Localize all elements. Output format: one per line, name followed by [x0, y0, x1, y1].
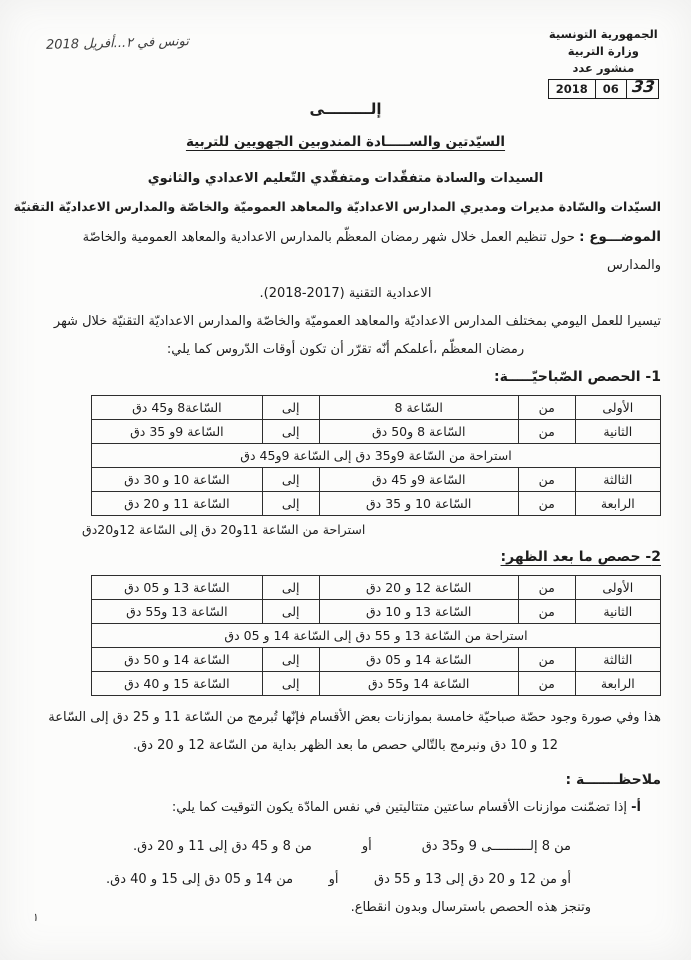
table-row: الأولى من السّاعة 8 إلى السّاعة8 و45 دق — [91, 395, 662, 420]
afternoon-section-heading: 2- حصص ما بعد الظهر: — [30, 549, 661, 571]
from-label: من — [517, 419, 576, 444]
session-name: الأولى — [574, 575, 662, 600]
from-label: من — [517, 671, 576, 696]
morning-section-heading: 1- الحصص الصّباحيّـــــة: — [494, 369, 661, 385]
start-time: السّاعة 8 و50 دق — [318, 419, 519, 444]
note-heading: ملاحظـــــــة : — [565, 772, 661, 788]
note-item-a-text: إذا تضمّنت موازنات الأقسام ساعتين متتالي… — [171, 800, 627, 815]
addressee-school-directors: السيّدات والسّادة مديرات ومديري المدارس … — [13, 199, 661, 214]
session-name: الرابعة — [574, 491, 662, 516]
afternoon-break-note: استراحة من السّاعة 13 و 55 دق إلى السّاع… — [91, 623, 661, 648]
from-label: من — [517, 395, 576, 420]
end-time: السّاعة 13 و 05 دق — [91, 575, 263, 600]
start-time: السّاعة 12 و 20 دق — [318, 575, 519, 600]
to-label: إلى — [261, 467, 320, 492]
session-name: الثانية — [574, 419, 662, 444]
from-label: من — [517, 491, 576, 516]
session-name: الأولى — [574, 395, 662, 420]
addressee-inspectors: السيدات والسادة متفقّدات ومتفقّدي التّعل… — [147, 171, 544, 186]
session-name: الرابعة — [574, 671, 662, 696]
break-row: استراحة من السّاعة 9و35 دق إلى السّاعة 9… — [91, 443, 661, 468]
end-time: السّاعة 9و 35 دق — [91, 419, 263, 444]
circular-number-stamp: 2018 06 33 — [547, 77, 659, 99]
from-label: من — [517, 647, 576, 672]
end-time: السّاعة 14 و 50 دق — [91, 647, 263, 672]
subject-text-line1: حول تنظيم العمل خلال شهر رمضان المعظّم ب… — [82, 230, 661, 273]
stamp-number-handwritten: 33 — [630, 77, 656, 96]
subject-text-line2: الاعدادية التقنية (2017-2018). — [259, 286, 432, 301]
closing-sentence: وتنجز هذه الحصص باسترسال وبدون انقطاع. — [350, 900, 591, 915]
end-time: السّاعة8 و45 دق — [91, 395, 263, 420]
table-row: الثانية من السّاعة 13 و 10 دق إلى السّاع… — [91, 599, 662, 624]
subject-label: الموضـــوع : — [579, 229, 661, 245]
or-separator: أو — [361, 838, 372, 854]
end-time: السّاعة 10 و 30 دق — [91, 467, 263, 492]
republic-name: الجمهورية التونسية — [548, 27, 658, 41]
start-time: السّاعة 9و 45 دق — [318, 467, 519, 492]
end-time: السّاعة 15 و 40 دق — [91, 671, 263, 696]
addressee-regional-delegates: السيّدتين والســـــادة المندوبين الجهويي… — [185, 134, 506, 150]
circular-number-label: منشور عدد — [572, 61, 635, 75]
end-time: السّاعة 11 و 20 دق — [91, 491, 263, 516]
table-row: الأولى من السّاعة 12 و 20 دق إلى السّاعة… — [91, 575, 662, 600]
note-times-row-1: من 8 إلــــــــــى 9 و35 دق أو من 8 و 45… — [133, 833, 571, 859]
session-name: الثالثة — [574, 467, 662, 492]
start-time: السّاعة 13 و 10 دق — [318, 599, 519, 624]
ministry-name: وزارة التربية — [567, 44, 639, 58]
table-row: الثالثة من السّاعة 9و 45 دق إلى السّاعة … — [91, 467, 662, 492]
to-label: إلى — [261, 671, 320, 696]
to-label: إلى — [261, 395, 320, 420]
midday-break-note: استراحة من السّاعة 11و20 دق إلى السّاعة … — [82, 522, 366, 537]
start-time: السّاعة 14 و 05 دق — [318, 647, 519, 672]
handwritten-date: تونس في ٢...أفريل 2018 — [45, 34, 190, 53]
stamp-month: 06 — [596, 80, 627, 98]
to-label: إلى — [261, 647, 320, 672]
afternoon-schedule-table: الأولى من السّاعة 12 و 20 دق إلى السّاعة… — [91, 575, 662, 696]
session-name: الثالثة — [574, 647, 662, 672]
note-item-a-label: أ- — [631, 800, 641, 815]
note-times-row-2: أو من 12 و 20 دق إلى 13 و 55 دق أو من 14… — [106, 866, 571, 892]
table-row: الرابعة من السّاعة 14 و55 دق إلى السّاعة… — [91, 671, 662, 696]
time-option: من 8 و 45 دق إلى 11 و 20 دق. — [133, 838, 312, 854]
start-time: السّاعة 10 و 35 دق — [318, 491, 519, 516]
table-row: الثالثة من السّاعة 14 و 05 دق إلى السّاع… — [91, 647, 662, 672]
start-time: السّاعة 14 و55 دق — [318, 671, 519, 696]
fifth-session-line2: 12 و 10 دق ونبرمج بالتّالي حصص ما بعد ال… — [133, 738, 558, 753]
time-option: من 14 و 05 دق إلى 15 و 40 دق. — [106, 871, 294, 887]
intro-line1: تيسيرا للعمل اليومي بمختلف المدارس الاعد… — [53, 314, 661, 329]
table-row: الرابعة من السّاعة 10 و 35 دق إلى السّاع… — [91, 491, 662, 516]
to-label: إلى — [261, 575, 320, 600]
afternoon-section-heading-text: 2- حصص ما بعد الظهر: — [500, 549, 661, 565]
start-time: السّاعة 8 — [318, 395, 519, 420]
fifth-session-line1: هذا وفي صورة وجود حصّة صباحيّة خامسة بمو… — [48, 710, 661, 725]
from-label: من — [517, 599, 576, 624]
intro-line2: رمضان المعظّم ،أعلمكم أنّه تقرّر أن تكون… — [166, 342, 525, 357]
break-row: استراحة من السّاعة 13 و 55 دق إلى السّاع… — [91, 623, 661, 648]
morning-schedule-table: الأولى من السّاعة 8 إلى السّاعة8 و45 دق … — [91, 395, 662, 516]
from-label: من — [517, 575, 576, 600]
time-option: أو من 12 و 20 دق إلى 13 و 55 دق — [374, 871, 571, 887]
to-label: إلى — [261, 419, 320, 444]
from-label: من — [517, 467, 576, 492]
letterhead-block: الجمهورية التونسية وزارة التربية منشور ع… — [547, 26, 659, 99]
session-name: الثانية — [574, 599, 662, 624]
to-label: إلى — [261, 599, 320, 624]
note-item-a: أ- إذا تضمّنت موازنات الأقسام ساعتين متت… — [30, 800, 641, 826]
subject-paragraph: الموضـــوع : حول تنظيم العمل خلال شهر رم… — [30, 223, 661, 280]
to-heading: إلـــــــــى — [309, 100, 382, 118]
stamp-year: 2018 — [549, 80, 596, 98]
end-time: السّاعة 13 و55 دق — [91, 599, 263, 624]
morning-break-note: استراحة من السّاعة 9و35 دق إلى السّاعة 9… — [91, 443, 661, 468]
table-row: الثانية من السّاعة 8 و50 دق إلى السّاعة … — [91, 419, 662, 444]
or-separator: أو — [328, 871, 339, 887]
document-header: تونس في ٢...أفريل 2018 الجمهورية التونسي… — [30, 0, 661, 100]
to-label: إلى — [261, 491, 320, 516]
time-option: من 8 إلــــــــــى 9 و35 دق — [421, 838, 571, 854]
